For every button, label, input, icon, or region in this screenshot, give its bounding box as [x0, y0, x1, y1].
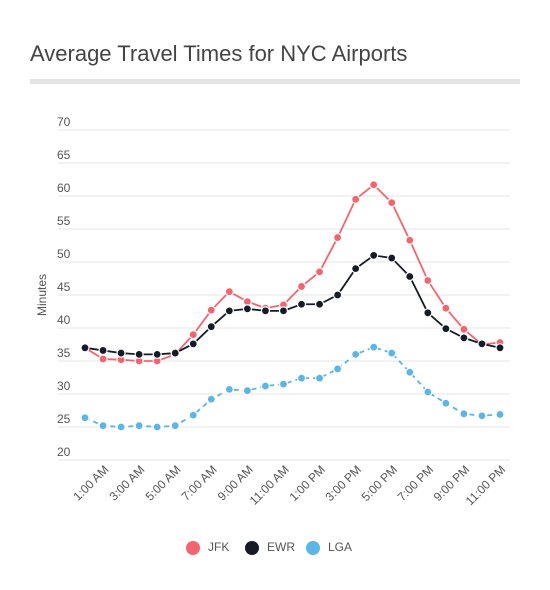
data-point — [260, 381, 271, 391]
data-point — [134, 421, 144, 431]
y-tick-label: 65 — [57, 148, 71, 162]
y-tick-label: 30 — [57, 379, 71, 393]
data-point — [152, 422, 162, 432]
data-point — [441, 303, 451, 313]
data-point — [80, 413, 90, 423]
data-point — [224, 384, 234, 394]
data-point — [296, 299, 307, 309]
x-tick-label: 1:00 PM — [286, 462, 328, 504]
data-point — [260, 306, 271, 316]
data-point — [278, 306, 289, 316]
x-tick-label: 1:00 AM — [70, 462, 111, 503]
data-point — [423, 387, 433, 397]
data-point — [441, 398, 451, 408]
data-point — [116, 422, 126, 432]
data-point — [314, 299, 325, 309]
data-point — [351, 194, 361, 204]
data-point — [278, 379, 289, 389]
data-point — [459, 409, 469, 419]
data-point — [333, 290, 343, 300]
y-tick-label: 20 — [57, 445, 71, 459]
series-line — [84, 346, 501, 428]
x-tick-label: 3:00 PM — [323, 462, 365, 504]
data-point — [314, 373, 325, 383]
data-point — [80, 343, 90, 353]
data-point — [405, 235, 415, 245]
legend-swatch — [306, 541, 320, 555]
series-line — [84, 254, 501, 356]
y-tick-label: 25 — [57, 412, 71, 426]
x-tick-label: 3:00 AM — [106, 462, 147, 503]
title-rule — [30, 79, 520, 84]
chart-title: Average Travel Times for NYC Airports — [30, 41, 407, 66]
data-point — [405, 367, 415, 377]
y-tick-label: 70 — [57, 115, 71, 129]
data-point — [170, 421, 180, 431]
data-point — [296, 281, 307, 292]
y-tick-label: 55 — [57, 214, 71, 228]
data-point — [333, 232, 343, 243]
data-point — [242, 304, 252, 314]
data-point — [296, 373, 307, 383]
data-point — [423, 308, 433, 318]
x-tick-label: 11:00 PM — [463, 462, 509, 508]
data-point — [224, 306, 234, 316]
data-point — [188, 410, 198, 420]
data-point — [134, 349, 144, 359]
data-point — [387, 253, 397, 263]
data-point — [188, 339, 198, 349]
data-point — [495, 343, 505, 353]
series-line — [84, 183, 501, 362]
data-point — [206, 322, 216, 332]
data-point — [387, 198, 397, 208]
y-tick-label: 50 — [57, 247, 71, 261]
x-tick-label: 11:00 AM — [247, 462, 292, 507]
data-point — [459, 333, 469, 343]
data-point — [206, 394, 216, 404]
data-point — [369, 180, 379, 190]
data-point — [188, 330, 198, 340]
y-tick-label: 60 — [57, 181, 71, 195]
y-tick-label: 35 — [57, 346, 71, 360]
data-point — [495, 409, 505, 420]
data-point — [314, 267, 325, 277]
data-point — [116, 348, 126, 358]
data-point — [477, 411, 487, 421]
data-point — [98, 421, 108, 431]
data-point — [98, 345, 108, 356]
x-tick-label: 7:00 PM — [395, 462, 437, 504]
y-tick-label: 45 — [57, 280, 71, 294]
data-point — [441, 324, 451, 334]
x-tick-label: 5:00 AM — [143, 462, 184, 503]
data-point — [369, 250, 379, 260]
y-axis-label: Minutes — [35, 274, 49, 316]
data-point — [152, 349, 162, 359]
legend-label: EWR — [267, 540, 295, 554]
data-point — [170, 348, 180, 358]
data-point — [98, 354, 108, 364]
data-point — [206, 305, 216, 315]
x-tick-label: 5:00 PM — [359, 462, 401, 504]
data-point — [224, 287, 234, 297]
data-point — [369, 342, 379, 352]
legend-swatch — [186, 541, 200, 555]
data-point — [459, 324, 469, 334]
data-point — [405, 271, 415, 282]
data-point — [351, 264, 361, 274]
data-point — [351, 349, 361, 359]
x-tick-label: 7:00 AM — [179, 462, 220, 503]
data-point — [423, 275, 433, 286]
legend-swatch — [245, 541, 259, 555]
data-point — [242, 386, 252, 396]
data-point — [477, 339, 487, 349]
legend-label: LGA — [328, 540, 352, 554]
y-tick-label: 40 — [57, 313, 71, 327]
data-point — [387, 348, 397, 358]
legend-label: JFK — [208, 540, 229, 554]
data-point — [333, 364, 343, 374]
